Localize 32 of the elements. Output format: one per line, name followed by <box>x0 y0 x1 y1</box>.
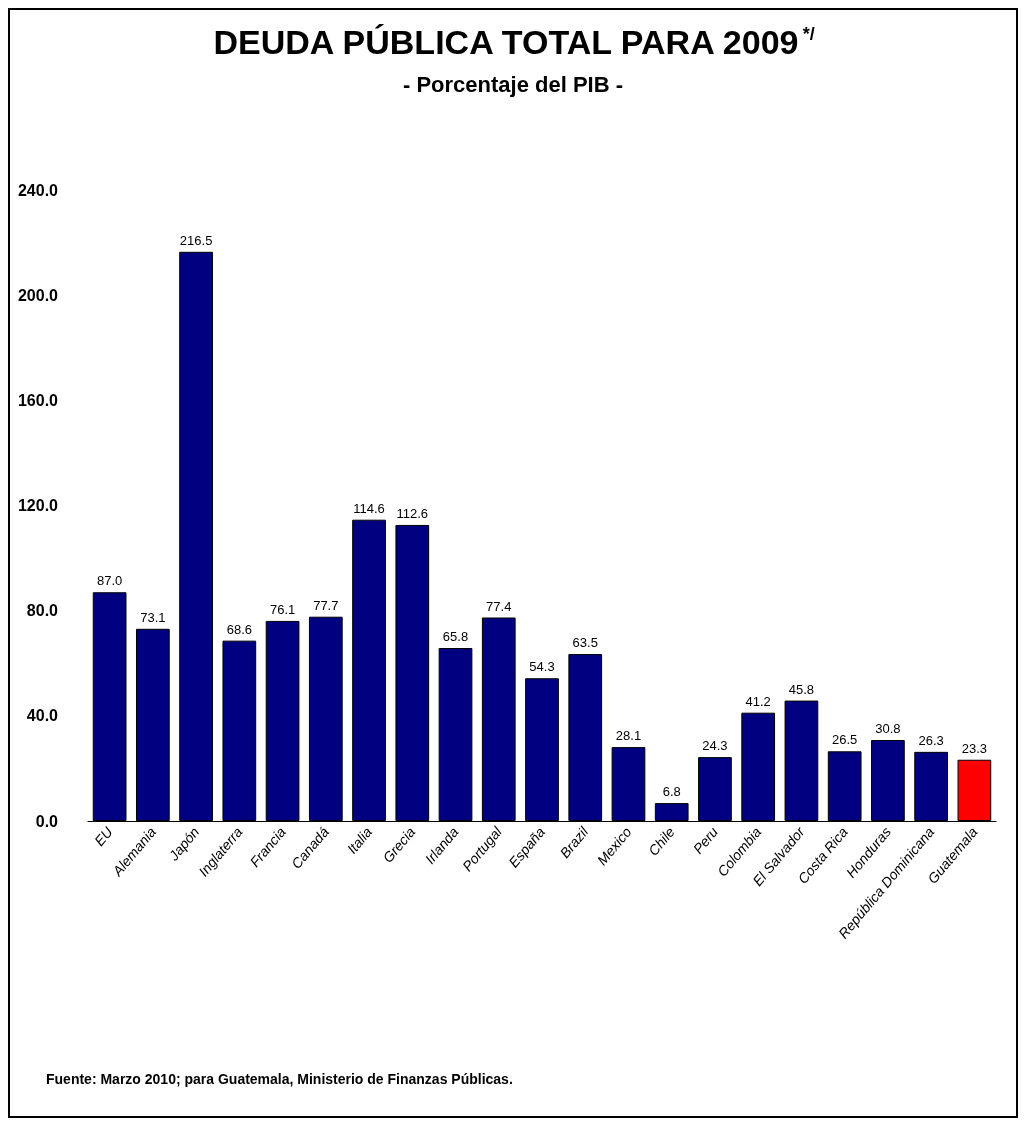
data-label: 73.1 <box>140 609 166 625</box>
data-label: 54.3 <box>529 659 555 675</box>
y-tick-label: 80.0 <box>26 602 59 620</box>
data-label: 30.8 <box>875 721 901 737</box>
data-label: 112.6 <box>396 505 429 521</box>
data-label: 77.7 <box>313 597 339 613</box>
data-label: 41.2 <box>745 693 771 709</box>
data-label: 114.6 <box>353 500 385 516</box>
data-label: 216.5 <box>179 232 213 248</box>
data-label: 23.3 <box>961 740 988 756</box>
data-label: 45.8 <box>788 681 815 697</box>
y-tick-label: 0.0 <box>35 812 59 830</box>
data-label: 26.3 <box>918 732 944 748</box>
data-label: 24.3 <box>702 738 728 754</box>
x-tick-label: EU <box>90 823 117 850</box>
data-label: 26.5 <box>832 732 858 748</box>
y-tick-label: 240.0 <box>17 181 59 199</box>
data-label: 28.1 <box>615 728 642 744</box>
data-label: 6.8 <box>662 784 681 800</box>
data-label: 63.5 <box>572 635 598 651</box>
chart-subtitle: - Porcentaje del PIB - <box>402 71 624 97</box>
source-note: Fuente: Marzo 2010; para Guatemala, Ministerio de Finanzas Públicas. <box>46 1071 513 1087</box>
data-label: 68.6 <box>226 621 252 637</box>
data-label: 65.8 <box>442 629 469 644</box>
chart-title: DEUDA PÚBLICA TOTAL PARA 2009*/ <box>213 23 815 61</box>
data-label: 76.1 <box>269 601 296 617</box>
y-tick-label: 120.0 <box>17 497 59 514</box>
y-tick-label: 40.0 <box>26 707 59 725</box>
data-label: 87.0 <box>96 573 123 589</box>
y-tick-label: 160.0 <box>17 391 59 409</box>
y-tick-label: 200.0 <box>17 286 59 304</box>
data-label: 77.4 <box>486 598 512 614</box>
